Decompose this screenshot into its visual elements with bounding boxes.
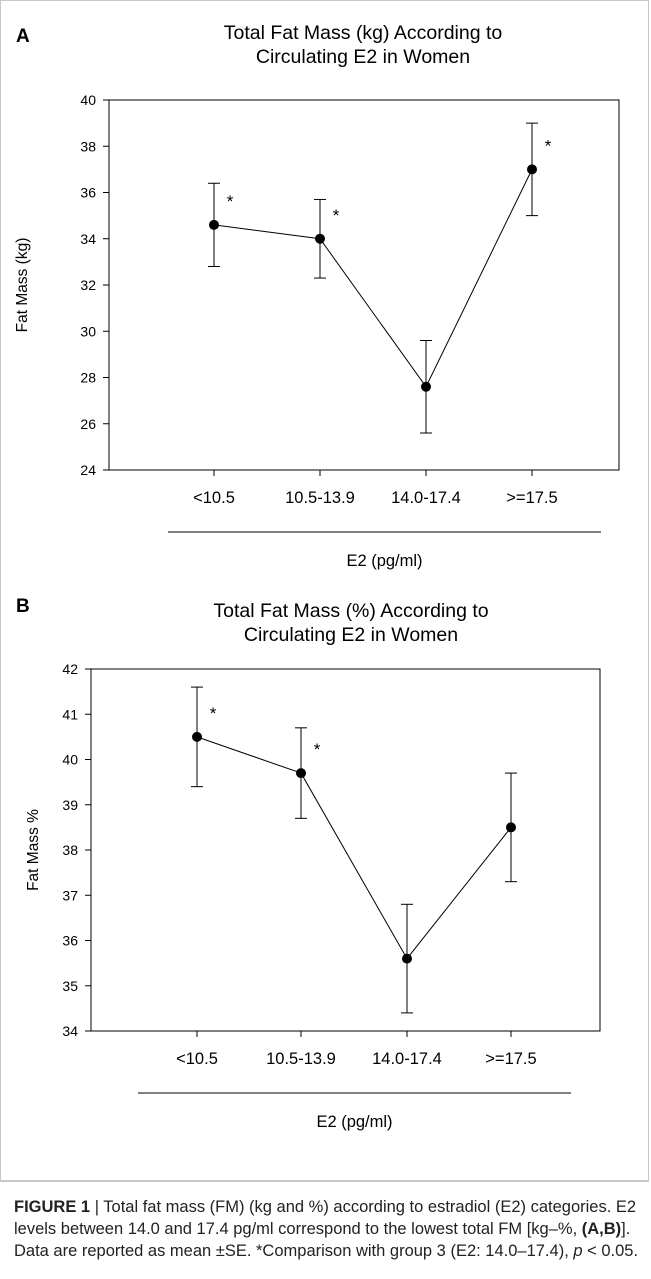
y-tick-label: 40 bbox=[62, 752, 78, 768]
y-tick-label: 39 bbox=[62, 797, 78, 813]
caption-panel-refs: (A,B) bbox=[581, 1220, 622, 1238]
data-point bbox=[527, 164, 537, 175]
x-tick-label: 14.0-17.4 bbox=[391, 489, 461, 507]
data-point bbox=[402, 953, 412, 964]
significance-marker: * bbox=[227, 192, 234, 211]
y-tick-label: 38 bbox=[80, 138, 96, 154]
plot-frame bbox=[108, 99, 620, 471]
caption-p-symbol: p bbox=[573, 1242, 583, 1260]
x-tick-label: >=17.5 bbox=[485, 1050, 536, 1068]
data-point bbox=[209, 219, 219, 230]
y-tick-label: 34 bbox=[80, 231, 96, 247]
caption-divider bbox=[0, 1181, 649, 1182]
x-tick-label: >=17.5 bbox=[506, 489, 557, 507]
y-tick-label: 24 bbox=[80, 462, 96, 478]
significance-marker: * bbox=[314, 740, 321, 759]
caption-separator: | bbox=[90, 1198, 104, 1216]
panel-letter: B bbox=[16, 596, 30, 617]
y-tick-label: 34 bbox=[62, 1023, 78, 1039]
chart-title-line: Circulating E2 in Women bbox=[256, 46, 470, 68]
y-tick-label: 36 bbox=[80, 185, 96, 201]
x-tick-label: 10.5-13.9 bbox=[285, 489, 355, 507]
data-point bbox=[296, 768, 306, 779]
y-tick-label: 38 bbox=[62, 842, 78, 858]
figure-caption: FIGURE 1 | Total fat mass (FM) (kg and %… bbox=[14, 1196, 639, 1262]
data-point bbox=[421, 381, 431, 392]
chart-panel-a: A Total Fat Mass (kg) According toCircula… bbox=[14, 22, 620, 570]
figure-frame bbox=[0, 0, 649, 1181]
chart-title-line: Total Fat Mass (%) According to bbox=[213, 600, 488, 622]
significance-marker: * bbox=[210, 704, 217, 723]
x-tick-label: 14.0-17.4 bbox=[372, 1050, 442, 1068]
caption-label: FIGURE 1 bbox=[14, 1198, 91, 1216]
y-tick-label: 40 bbox=[80, 92, 96, 108]
significance-marker: * bbox=[333, 206, 340, 225]
x-tick-label: <10.5 bbox=[176, 1050, 218, 1068]
series-line bbox=[196, 736, 512, 960]
y-axis-label: Fat Mass (kg) bbox=[14, 238, 31, 333]
y-tick-label: 30 bbox=[80, 323, 96, 339]
y-tick-label: 42 bbox=[62, 661, 78, 677]
series-line bbox=[213, 169, 533, 388]
y-tick-label: 36 bbox=[62, 933, 78, 949]
chart-title-line: Total Fat Mass (kg) According to bbox=[224, 22, 503, 44]
x-axis-label: E2 (pg/ml) bbox=[316, 1113, 392, 1131]
y-axis-label: Fat Mass % bbox=[25, 809, 42, 891]
y-tick-label: 28 bbox=[80, 370, 96, 386]
y-tick-label: 26 bbox=[80, 416, 96, 432]
data-point bbox=[192, 731, 202, 742]
chart-panel-b: B Total Fat Mass (%) According toCirculat… bbox=[16, 596, 601, 1131]
y-tick-label: 35 bbox=[62, 978, 78, 994]
data-point bbox=[315, 233, 325, 244]
x-tick-label: <10.5 bbox=[193, 489, 235, 507]
y-tick-label: 37 bbox=[62, 887, 78, 903]
x-tick-label: 10.5-13.9 bbox=[266, 1050, 336, 1068]
significance-marker: * bbox=[545, 136, 552, 155]
caption-text-3: < 0.05. bbox=[582, 1242, 639, 1260]
x-axis-label: E2 (pg/ml) bbox=[346, 552, 422, 570]
y-tick-label: 32 bbox=[80, 277, 96, 293]
chart-title-line: Circulating E2 in Women bbox=[244, 624, 458, 646]
panel-letter: A bbox=[16, 26, 30, 47]
y-tick-label: 41 bbox=[62, 706, 78, 722]
caption-text-2: ]. Data are reported as mean ±SE. *Compa… bbox=[14, 1220, 631, 1260]
caption-text-1: Total fat mass (FM) (kg and %) according… bbox=[14, 1198, 637, 1238]
data-point bbox=[506, 822, 516, 833]
